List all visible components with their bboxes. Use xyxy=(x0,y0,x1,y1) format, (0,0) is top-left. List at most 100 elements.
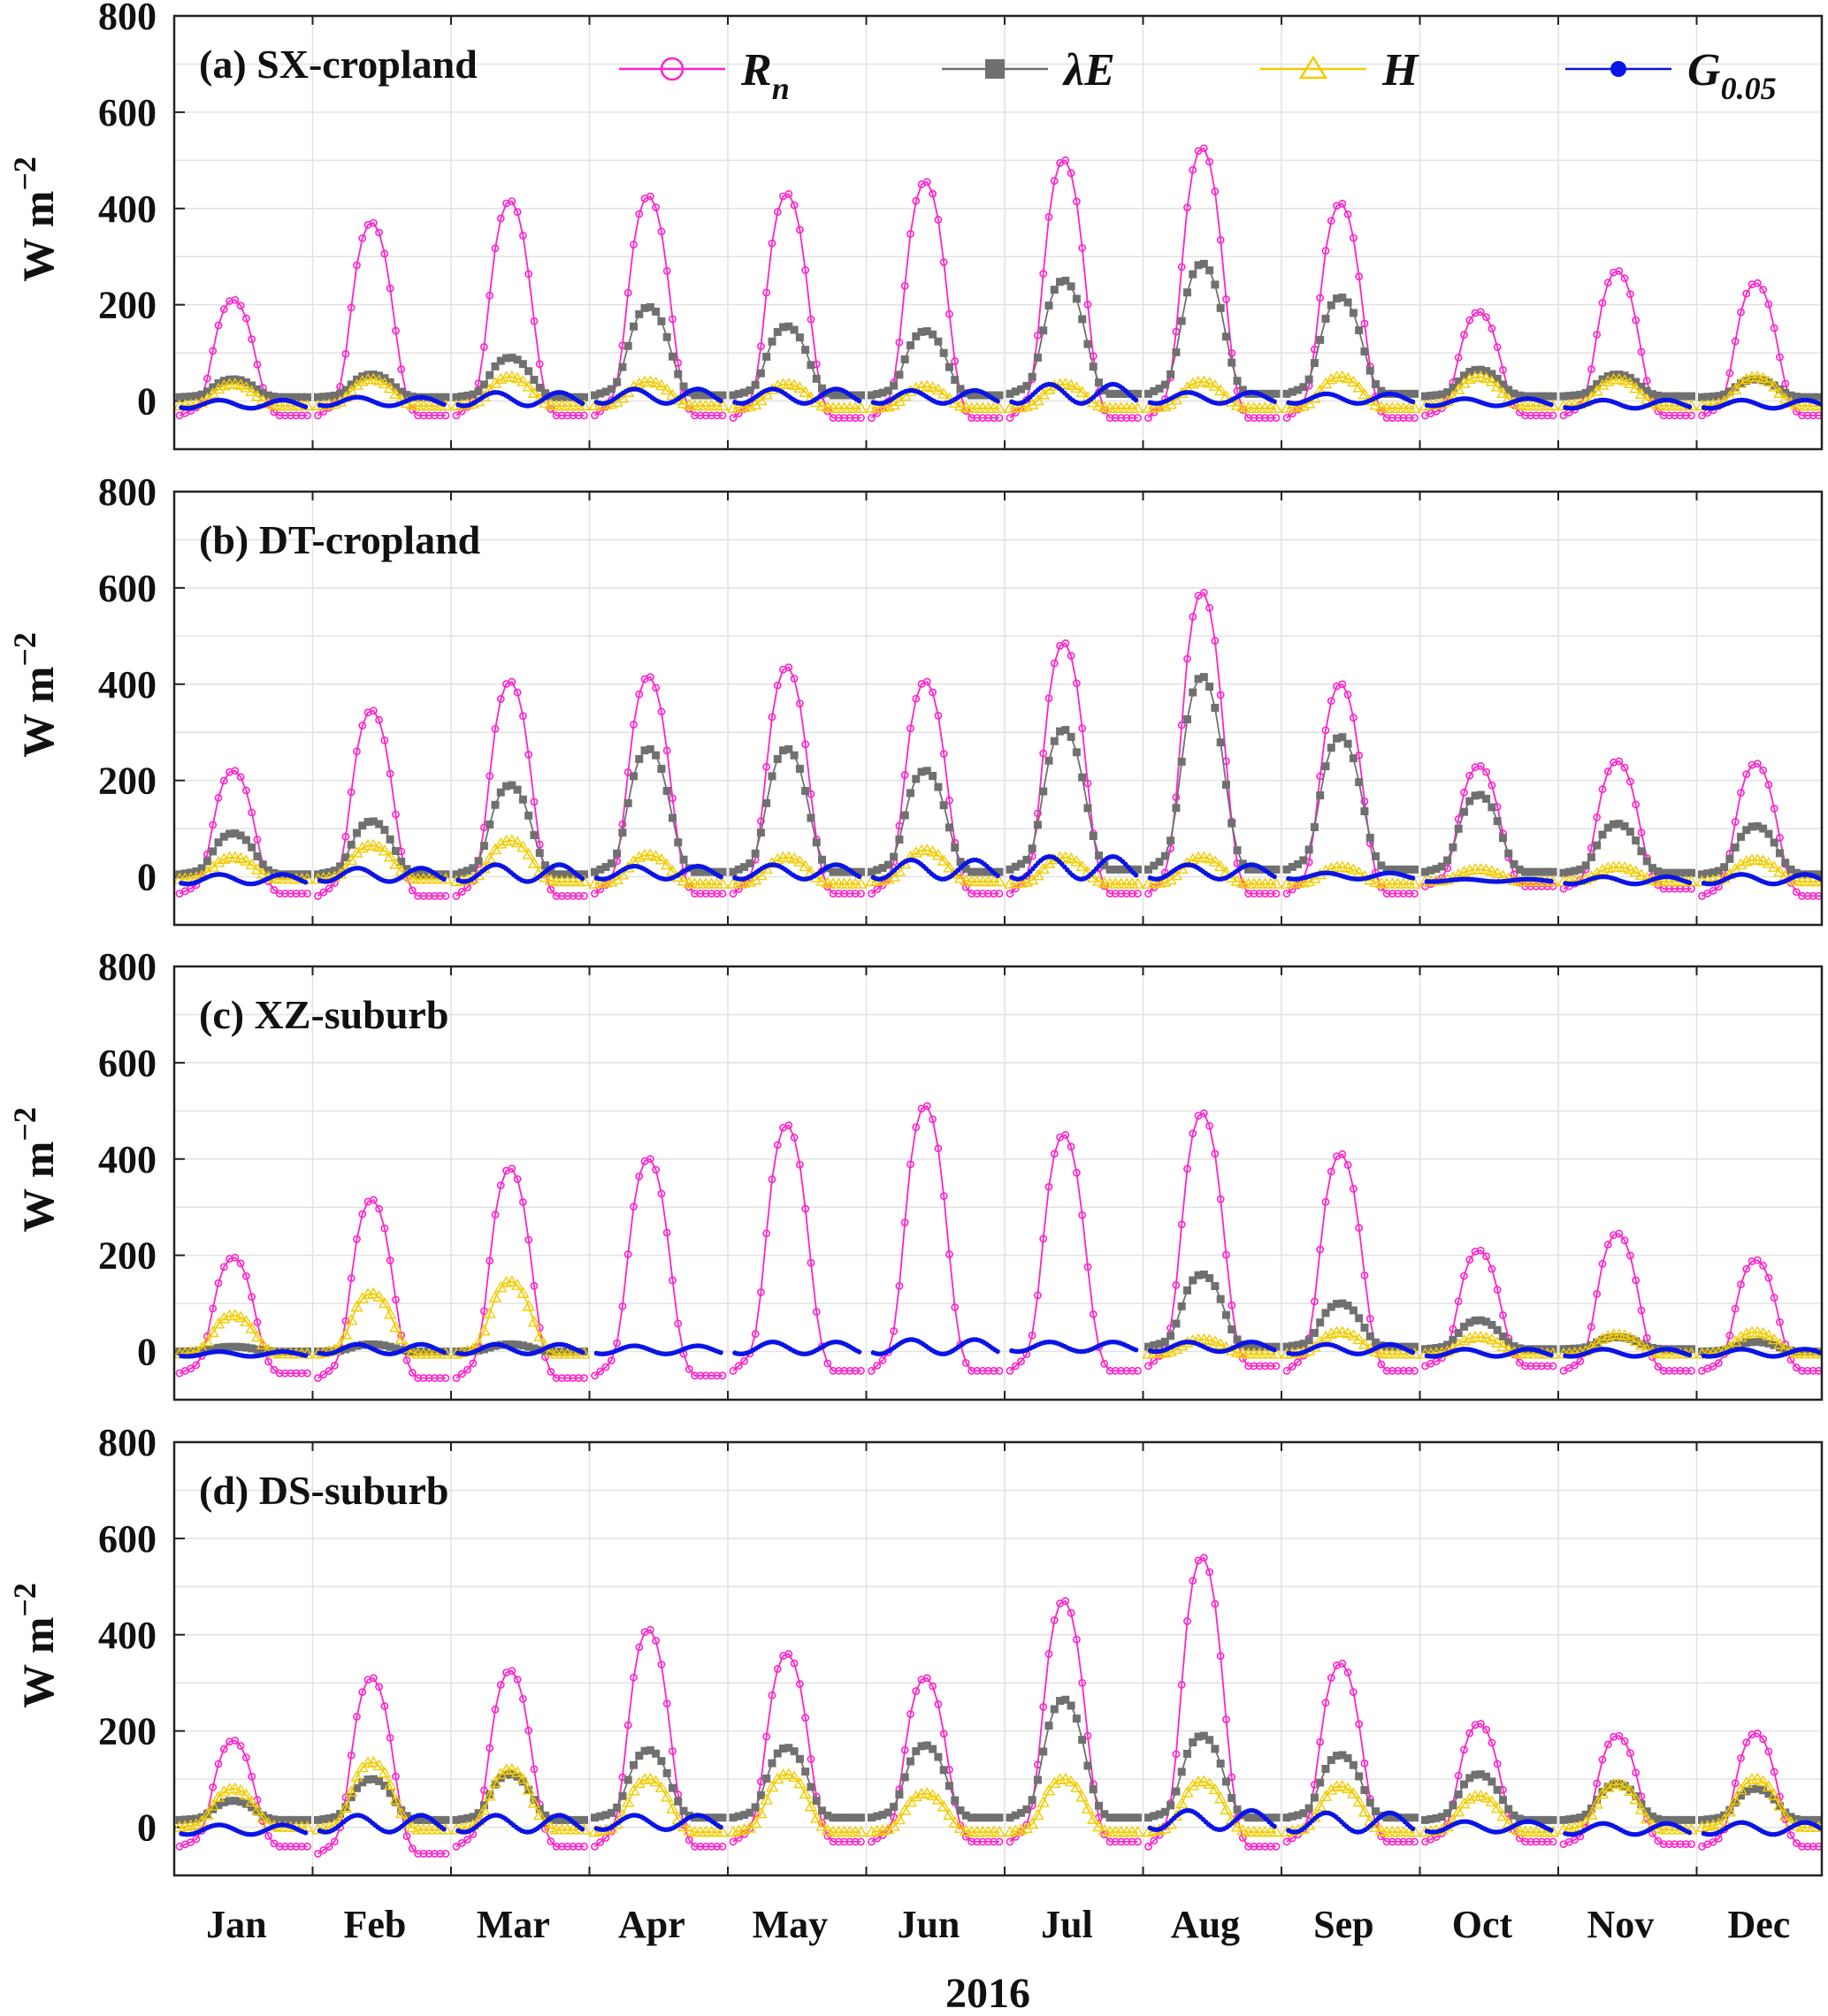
data-point xyxy=(990,414,998,423)
data-point xyxy=(1059,378,1073,389)
data-point xyxy=(389,1320,402,1333)
data-point xyxy=(868,1837,876,1846)
data-point xyxy=(807,1783,815,1791)
data-point xyxy=(1537,392,1546,401)
data-point xyxy=(973,391,982,400)
series-LE xyxy=(175,1695,1822,1824)
data-point xyxy=(1150,1837,1159,1845)
data-point xyxy=(1488,803,1496,812)
data-point xyxy=(840,414,849,423)
data-point xyxy=(1282,389,1291,398)
data-point xyxy=(1764,1273,1773,1282)
data-point xyxy=(1128,414,1136,423)
data-point xyxy=(1815,411,1822,420)
data-point xyxy=(264,391,273,400)
data-point xyxy=(452,891,461,900)
data-point xyxy=(696,391,705,400)
data-point xyxy=(1208,1335,1222,1347)
data-point xyxy=(801,786,810,795)
data-point xyxy=(1482,1317,1491,1326)
data-point xyxy=(607,1356,616,1365)
data-point xyxy=(951,1303,960,1311)
data-point xyxy=(386,1733,394,1742)
data-point xyxy=(1203,376,1216,388)
data-point xyxy=(1681,411,1690,420)
data-point xyxy=(258,860,267,869)
data-point xyxy=(463,1365,471,1374)
data-point xyxy=(1526,1837,1535,1846)
data-point xyxy=(1067,1701,1075,1710)
data-point xyxy=(275,411,284,420)
data-point xyxy=(1637,1340,1646,1348)
data-point xyxy=(790,1747,799,1756)
data-point xyxy=(175,1815,184,1824)
data-point xyxy=(1681,868,1690,877)
data-point xyxy=(248,808,256,817)
data-point xyxy=(369,1195,378,1204)
data-point xyxy=(1372,1338,1381,1347)
data-point xyxy=(1221,781,1230,790)
data-point xyxy=(496,356,505,365)
data-point xyxy=(524,270,533,279)
data-point xyxy=(1753,279,1762,287)
data-point xyxy=(660,858,674,870)
data-point xyxy=(1642,377,1651,386)
data-point xyxy=(1687,404,1693,409)
data-point xyxy=(236,831,245,840)
data-point xyxy=(812,838,821,847)
data-point xyxy=(768,713,776,722)
data-point xyxy=(378,377,392,389)
data-point xyxy=(1823,403,1828,409)
data-point xyxy=(1773,386,1786,398)
data-point xyxy=(386,1342,394,1351)
data-point xyxy=(488,1291,502,1302)
data-point xyxy=(1177,317,1186,325)
data-point xyxy=(701,890,710,898)
data-point xyxy=(1117,1366,1126,1375)
data-point xyxy=(1465,1729,1474,1737)
data-point xyxy=(1410,875,1416,881)
data-point xyxy=(1731,1779,1740,1788)
data-point xyxy=(1620,1737,1629,1745)
legend-label-G: G0.05 xyxy=(1687,45,1777,106)
data-point xyxy=(1493,343,1502,352)
data-point xyxy=(1089,1785,1098,1794)
data-point xyxy=(834,391,843,400)
data-point xyxy=(491,1705,500,1714)
data-point xyxy=(1294,1358,1302,1366)
plot-area xyxy=(174,144,1828,423)
data-point xyxy=(557,870,566,879)
data-point xyxy=(1612,1328,1626,1340)
data-point xyxy=(539,870,552,882)
data-point xyxy=(233,851,248,864)
data-point xyxy=(240,1315,253,1326)
data-point xyxy=(677,874,691,886)
data-point xyxy=(657,764,666,773)
data-point xyxy=(1294,386,1303,394)
data-point xyxy=(1815,891,1822,900)
data-point xyxy=(1490,380,1504,392)
data-point xyxy=(635,690,644,699)
data-point xyxy=(840,1837,849,1846)
data-point xyxy=(1105,1366,1114,1375)
data-point xyxy=(807,315,815,324)
data-point xyxy=(518,795,527,804)
data-point xyxy=(1266,890,1275,898)
data-point xyxy=(851,391,860,400)
data-point xyxy=(1377,861,1386,870)
data-point xyxy=(236,302,245,310)
data-point xyxy=(646,1625,654,1634)
data-point xyxy=(801,346,810,355)
data-point xyxy=(1476,308,1485,317)
data-point xyxy=(743,400,757,412)
data-point xyxy=(1059,851,1073,862)
data-point xyxy=(248,1344,256,1353)
data-point xyxy=(1365,833,1374,842)
series-line xyxy=(1147,592,1276,895)
data-point xyxy=(1476,365,1485,374)
data-point xyxy=(922,677,931,686)
data-point xyxy=(197,1347,206,1355)
data-point xyxy=(1498,1332,1507,1340)
data-point xyxy=(1183,203,1191,212)
data-point xyxy=(1197,851,1211,862)
